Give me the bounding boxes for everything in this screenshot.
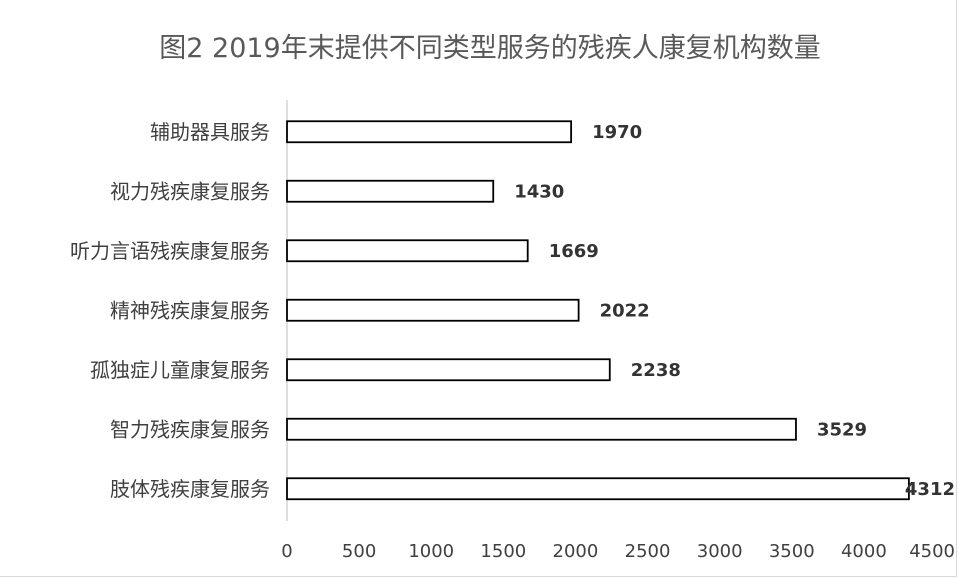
bar <box>286 120 573 144</box>
bar <box>286 179 495 203</box>
x-tick-label: 3000 <box>697 541 743 562</box>
category-label: 精神残疾康复服务 <box>110 298 270 322</box>
data-labels: 1970 1430 1669 2022 2238 3529 4312 <box>514 122 955 500</box>
category-label: 肢体残疾康复服务 <box>110 477 270 501</box>
bar-group <box>286 120 910 501</box>
category-label: 智力残疾康复服务 <box>110 417 270 441</box>
bar <box>286 239 529 263</box>
x-tick-label: 4000 <box>841 541 887 562</box>
category-label: 辅助器具服务 <box>150 120 270 144</box>
x-tick-label: 0 <box>281 541 292 562</box>
x-tick-label: 3500 <box>769 541 815 562</box>
bar <box>286 417 797 441</box>
data-label: 1430 <box>514 181 564 202</box>
x-tick-labels: 0 500 1000 1500 2000 2500 3000 3500 4000 4500 <box>281 541 955 562</box>
category-label: 视力残疾康复服务 <box>110 179 270 203</box>
bar <box>286 477 910 501</box>
x-tick-label: 2000 <box>553 541 599 562</box>
data-label: 2238 <box>631 360 681 381</box>
x-tick-label: 1500 <box>480 541 526 562</box>
data-label: 2022 <box>600 300 650 321</box>
category-label: 听力言语残疾康复服务 <box>70 239 270 263</box>
x-tick-label: 1000 <box>408 541 454 562</box>
category-label: 孤独症儿童康复服务 <box>90 358 270 382</box>
x-tick-label: 2500 <box>625 541 671 562</box>
data-label: 1669 <box>549 241 599 262</box>
chart-title: 图2 2019年末提供不同类型服务的残疾人康复机构数量 <box>159 33 820 64</box>
category-labels: 辅助器具服务视力残疾康复服务听力言语残疾康复服务精神残疾康复服务孤独症儿童康复服… <box>70 120 270 501</box>
bar <box>286 298 580 322</box>
data-label: 4312 <box>905 479 955 500</box>
data-label: 1970 <box>592 122 642 143</box>
bar <box>286 358 611 382</box>
data-label: 3529 <box>817 419 867 440</box>
x-tick-label: 500 <box>342 541 376 562</box>
x-tick-label: 4500 <box>909 541 955 562</box>
